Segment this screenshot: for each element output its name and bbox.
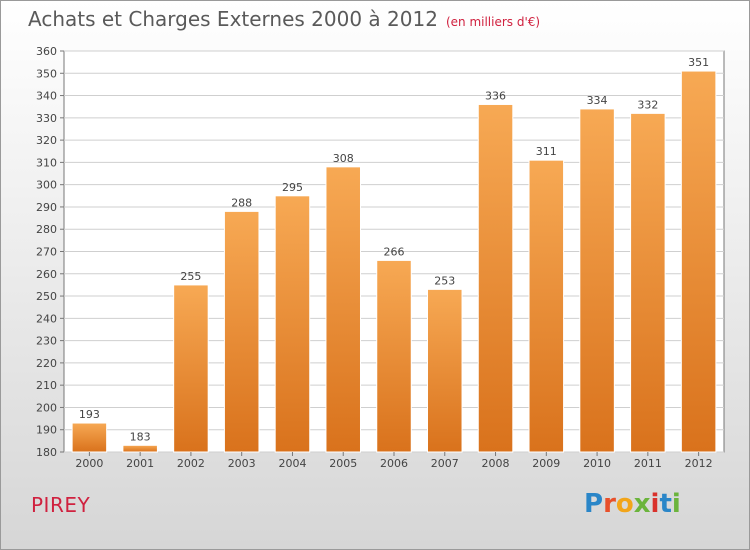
bar-2003 bbox=[223, 210, 260, 453]
bar-2004 bbox=[274, 195, 311, 453]
place-name: PIREY bbox=[31, 493, 91, 517]
value-label: 311 bbox=[536, 145, 557, 158]
brand-letter: P bbox=[584, 489, 604, 519]
value-label: 351 bbox=[688, 56, 709, 69]
y-tick-label: 310 bbox=[36, 156, 57, 169]
chart-title: Achats et Charges Externes 2000 à 2012 bbox=[28, 7, 438, 31]
y-tick-label: 200 bbox=[36, 401, 57, 414]
y-tick-label: 300 bbox=[36, 179, 57, 192]
y-tick-label: 210 bbox=[36, 379, 57, 392]
value-label: 193 bbox=[79, 408, 100, 421]
bar-2001 bbox=[122, 444, 158, 453]
value-label: 183 bbox=[130, 430, 151, 443]
y-tick-label: 190 bbox=[36, 424, 57, 437]
bar-2010 bbox=[579, 108, 615, 453]
y-tick-label: 360 bbox=[36, 45, 57, 58]
y-tick-label: 180 bbox=[36, 446, 57, 459]
bar-2009 bbox=[528, 159, 565, 453]
value-label: 288 bbox=[231, 196, 252, 209]
bar-2012 bbox=[680, 70, 717, 453]
bar-2011 bbox=[630, 112, 666, 453]
brand-letter: r bbox=[603, 489, 616, 519]
bar-2005 bbox=[325, 166, 361, 453]
y-tick-label: 280 bbox=[36, 223, 57, 236]
bars bbox=[71, 70, 717, 453]
bar-2007 bbox=[427, 288, 463, 453]
bar-2008 bbox=[477, 103, 514, 453]
x-tick-label: 2000 bbox=[75, 457, 103, 470]
brand-logo: Proxiti bbox=[584, 489, 681, 519]
value-label: 334 bbox=[587, 94, 608, 107]
title-line: Achats et Charges Externes 2000 à 2012 (e… bbox=[28, 7, 540, 31]
x-tick-label: 2002 bbox=[177, 457, 205, 470]
bar-2000 bbox=[71, 422, 108, 453]
value-label: 295 bbox=[282, 181, 303, 194]
x-tick-label: 2004 bbox=[278, 457, 306, 470]
brand-letter: i bbox=[650, 489, 660, 519]
x-tick-label: 2001 bbox=[126, 457, 154, 470]
x-tick-label: 2012 bbox=[685, 457, 713, 470]
y-tick-label: 240 bbox=[36, 312, 57, 325]
y-axis: 180 190 200 210 220 230 240 250 260 270 280 290 300 3… bbox=[36, 45, 64, 459]
x-tick-label: 2010 bbox=[583, 457, 611, 470]
y-tick-label: 320 bbox=[36, 134, 57, 147]
bar-2002 bbox=[173, 284, 209, 453]
value-label: 336 bbox=[485, 89, 506, 102]
value-label: 255 bbox=[180, 270, 201, 283]
x-tick-label: 2008 bbox=[482, 457, 510, 470]
y-tick-label: 220 bbox=[36, 357, 57, 370]
bar-2006 bbox=[376, 259, 412, 453]
value-label: 266 bbox=[384, 245, 405, 258]
unit-note: (en milliers d'€) bbox=[445, 15, 541, 29]
x-tick-label: 2007 bbox=[431, 457, 459, 470]
y-tick-label: 260 bbox=[36, 268, 57, 281]
x-tick-label: 2005 bbox=[329, 457, 357, 470]
y-tick-label: 330 bbox=[36, 112, 57, 125]
value-label: 308 bbox=[333, 152, 354, 165]
x-axis: 2000 2001 2002 2003 2004 2005 2006 2007 2008 2009… bbox=[75, 452, 713, 470]
brand-letter: i bbox=[671, 489, 681, 519]
brand-letter: t bbox=[659, 489, 672, 519]
x-tick-label: 2006 bbox=[380, 457, 408, 470]
brand-letter: x bbox=[633, 489, 651, 519]
brand-letter: o bbox=[615, 489, 634, 519]
y-tick-label: 350 bbox=[36, 67, 57, 80]
value-label: 332 bbox=[637, 98, 658, 111]
value-label: 253 bbox=[434, 274, 455, 287]
y-tick-label: 340 bbox=[36, 90, 57, 103]
y-tick-label: 270 bbox=[36, 246, 57, 259]
y-tick-label: 290 bbox=[36, 201, 57, 214]
x-tick-label: 2009 bbox=[532, 457, 560, 470]
y-tick-label: 250 bbox=[36, 290, 57, 303]
y-tick-label: 230 bbox=[36, 335, 57, 348]
x-tick-label: 2003 bbox=[228, 457, 256, 470]
x-tick-label: 2011 bbox=[634, 457, 662, 470]
value-labels: 193 183 255 288 295 308 266 253 336 311 334 332 351 bbox=[79, 56, 709, 443]
